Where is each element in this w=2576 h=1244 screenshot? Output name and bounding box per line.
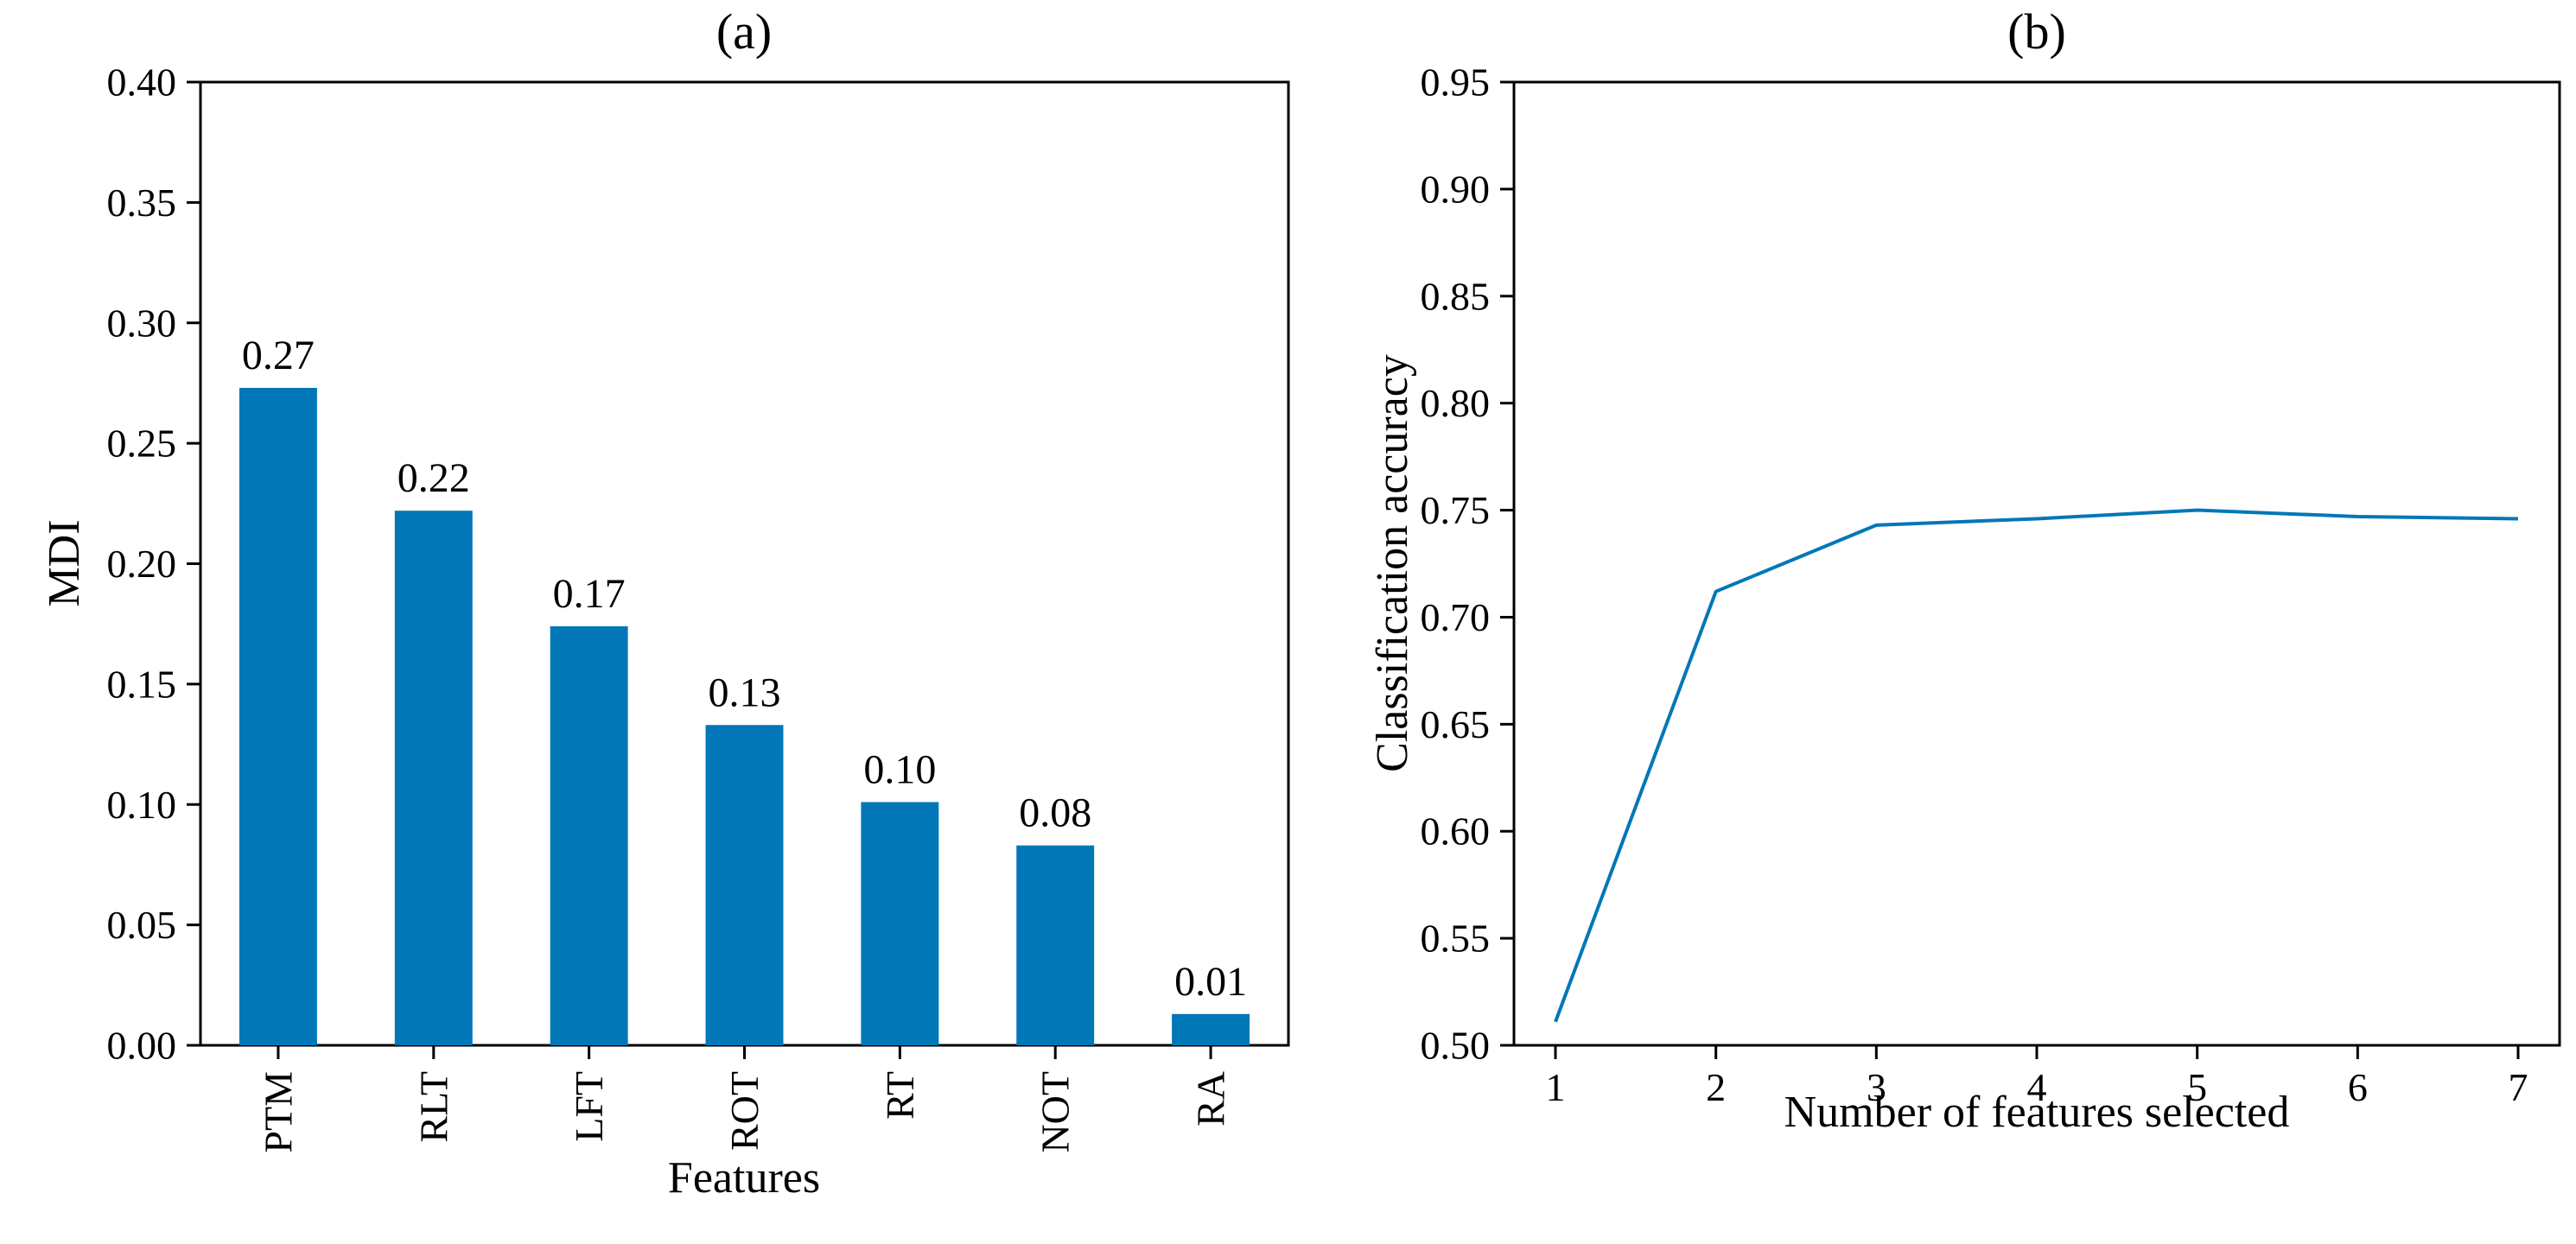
y-tick-label: 0.00 [107,1024,177,1068]
x-tick-label: 4 [2027,1065,2047,1109]
x-tick-label: RA [1189,1071,1233,1127]
x-tick-label: 3 [1867,1065,1886,1109]
y-tick-label: 0.85 [1421,274,1491,318]
accuracy-line [1554,508,2519,1023]
x-tick-label: 7 [2509,1065,2528,1109]
panel-a-title: (a) [716,3,773,60]
bar-value-label: 0.10 [863,746,936,792]
panel-b-title: (b) [2007,3,2066,60]
y-tick-label: 0.30 [107,301,177,345]
bar [394,511,473,1045]
y-tick-label: 0.70 [1421,595,1491,639]
bar [239,388,317,1045]
y-tick-label: 0.25 [107,422,177,466]
y-tick-label: 0.80 [1421,381,1491,425]
bar-value-label: 0.17 [553,571,626,617]
panel-a-x-axis-label: Features [667,1153,821,1203]
y-tick-label: 0.60 [1421,809,1491,854]
x-tick-label: RLT [411,1071,455,1143]
bar-value-label: 0.22 [398,455,470,501]
x-tick-label: LFT [567,1071,611,1142]
y-tick-label: 0.65 [1421,702,1491,746]
panel-a-y-axis-label: MDI [40,519,89,607]
y-tick-label: 0.55 [1421,917,1491,961]
x-tick-label: 2 [1706,1065,1726,1109]
bar-value-label: 0.13 [709,670,781,715]
x-tick-label: RT [878,1071,922,1120]
bar [550,625,628,1045]
y-tick-label: 0.50 [1421,1024,1491,1068]
x-tick-label: PTM [256,1071,300,1153]
y-tick-label: 0.20 [107,542,177,586]
bar [861,802,939,1045]
bar-value-label: 0.01 [1174,959,1247,1005]
y-tick-label: 0.35 [107,181,177,225]
y-tick-label: 0.75 [1421,488,1491,532]
y-tick-label: 0.95 [1421,60,1491,105]
y-tick-label: 0.40 [107,60,177,105]
y-tick-label: 0.15 [107,662,177,706]
bar-value-label: 0.27 [242,333,315,378]
bar [1016,845,1095,1045]
panel-b-x-axis-label: Number of features selected [1784,1088,2290,1137]
y-tick-label: 0.10 [107,783,177,827]
y-tick-label: 0.05 [107,903,177,947]
bar-value-label: 0.08 [1019,790,1091,836]
bar [1172,1013,1250,1045]
panel-b-y-axis-label: Classification accuracy [1368,354,1417,772]
x-tick-label: ROT [722,1071,766,1151]
x-tick-label: NOT [1034,1071,1078,1153]
x-tick-label: 5 [2187,1065,2207,1109]
y-tick-label: 0.90 [1421,167,1491,211]
x-tick-label: 6 [2348,1065,2368,1109]
bar [705,725,784,1045]
x-tick-label: 1 [1546,1065,1566,1109]
axes-spines [1512,80,2561,1047]
